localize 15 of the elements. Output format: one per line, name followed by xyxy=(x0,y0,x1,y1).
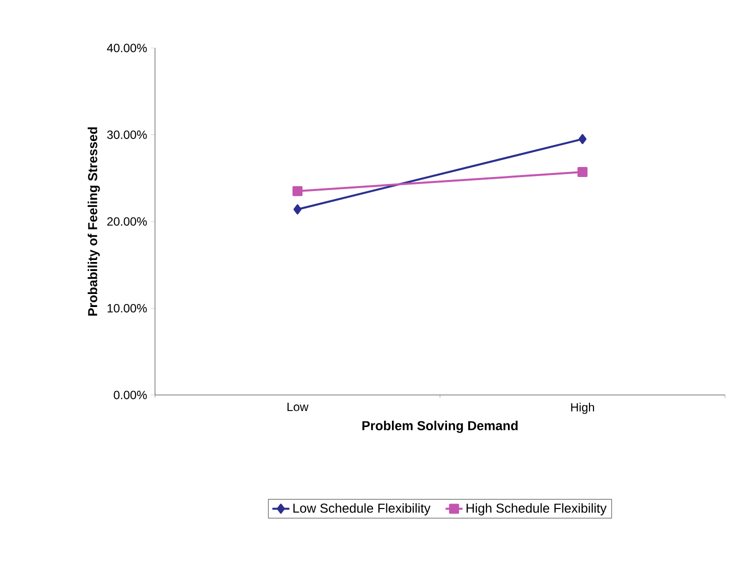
y-axis-title: Probability of Feeling Stressed xyxy=(88,127,100,316)
point xyxy=(578,167,588,178)
y-tick-label: 10.00% xyxy=(108,304,147,312)
y-tick-label: 40.00% xyxy=(106,44,147,52)
y-tick-label: 0.00% xyxy=(114,390,147,400)
x-tick-label: High xyxy=(571,402,594,414)
y-tick-label: 20.00% xyxy=(107,217,147,226)
x-tick-label: Low xyxy=(288,402,308,412)
point xyxy=(578,134,587,144)
legend-label: Low Schedule Flexibility xyxy=(293,503,431,516)
x-axis-title: Problem Solving Demand xyxy=(362,420,518,433)
point xyxy=(292,186,303,196)
legend-label: High Schedule Flexibility xyxy=(466,503,607,516)
y-tick-label: 30.00% xyxy=(107,130,147,139)
point xyxy=(294,204,302,214)
